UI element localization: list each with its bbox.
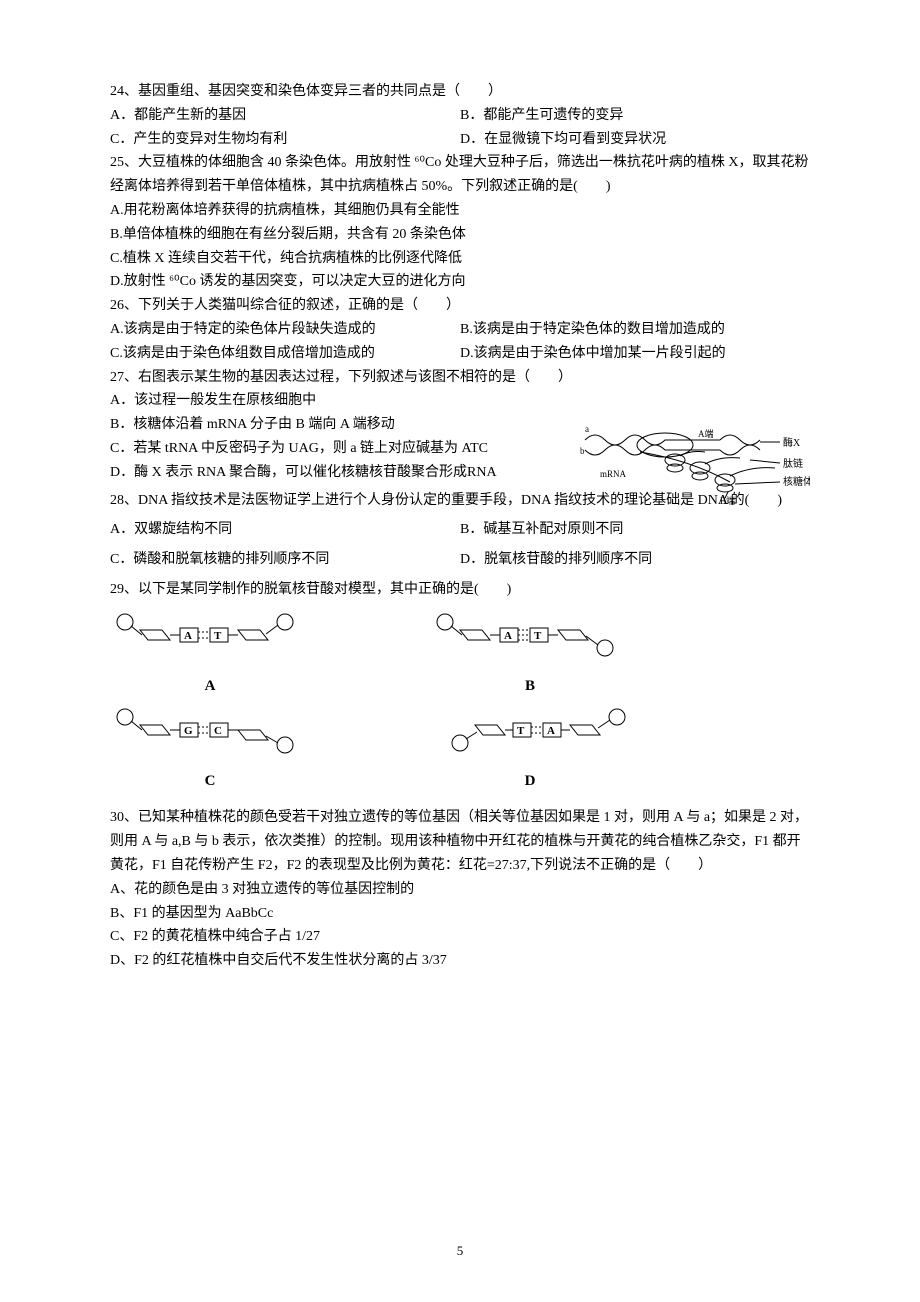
- q28-B: B．碱基互补配对原则不同: [460, 518, 810, 542]
- q26-row2: C.该病是由于染色体组数目成倍增加造成的 D.该病是由于染色体中增加某一片段引起…: [110, 342, 810, 366]
- q25-A: A.用花粉离体培养获得的抗病植株，其细胞仍具有全能性: [110, 199, 810, 223]
- svg-text:A: A: [184, 630, 192, 642]
- q25-C: C.植株 X 连续自交若干代，纯合抗病植株的比例逐代降低: [110, 247, 810, 271]
- q24-B: B．都能产生可遗传的变异: [460, 104, 810, 128]
- q27-stem: 27、右图表示某生物的基因表达过程，下列叙述与该图不相符的是（ ）: [110, 366, 810, 390]
- svg-text:T: T: [534, 630, 542, 642]
- q30-A: A、花的颜色是由 3 对独立遗传的等位基因控制的: [110, 878, 810, 902]
- nucleotide-pair-icon: A T: [110, 610, 310, 665]
- svg-text:T: T: [517, 725, 525, 737]
- q28-row1: A．双螺旋结构不同 B．碱基互补配对原则不同: [110, 518, 810, 542]
- q26-stem: 26、下列关于人类猫叫综合征的叙述，正确的是（ ）: [110, 294, 810, 318]
- q28-A: A．双螺旋结构不同: [110, 518, 460, 542]
- q30-D: D、F2 的红花植株中自交后代不发生性状分离的占 3/37: [110, 949, 810, 973]
- label-peptide: 肽链: [783, 457, 803, 470]
- q27-diagram: a b A端 酶X mRNA 肽链 核: [580, 422, 810, 512]
- q30-B: B、F1 的基因型为 AaBbCc: [110, 902, 810, 926]
- q30-C: C、F2 的黄花植株中纯合子占 1/27: [110, 925, 810, 949]
- svg-text:A: A: [504, 630, 512, 642]
- q29-item-D: T A D: [430, 705, 630, 794]
- q30-stem: 30、已知某种植株花的颜色受若干对独立遗传的等位基因（相关等位基因如果是 1 对…: [110, 806, 810, 877]
- q29-item-A: A T A: [110, 610, 310, 699]
- label-ribosome: 核糖体: [783, 475, 810, 488]
- q24-stem: 24、基因重组、基因突变和染色体变异三者的共同点是（ ）: [110, 80, 810, 104]
- q29-item-B: A T B: [430, 610, 630, 699]
- q26-C: C.该病是由于染色体组数目成倍增加造成的: [110, 342, 460, 366]
- q25-stem: 25、大豆植株的体细胞含 40 条染色体。用放射性 ⁶⁰Co 处理大豆种子后，筛…: [110, 151, 810, 199]
- q29-stem: 29、以下是某同学制作的脱氧核苷酸对模型，其中正确的是( ): [110, 578, 810, 602]
- q28-D: D．脱氧核苷酸的排列顺序不同: [460, 548, 810, 572]
- nucleotide-pair-icon: T A: [430, 705, 630, 760]
- label-Aend: A端: [698, 428, 714, 439]
- label-enzymeX: 酶X: [783, 436, 801, 449]
- label-mRNA: mRNA: [600, 469, 627, 479]
- q29-item-C: G C C: [110, 705, 310, 794]
- svg-text:A: A: [547, 725, 555, 737]
- nucleotide-pair-icon: A T: [430, 610, 630, 665]
- q24-row2: C．产生的变异对生物均有利 D．在显微镜下均可看到变异状况: [110, 128, 810, 152]
- page-number: 5: [0, 1240, 920, 1262]
- q26-A: A.该病是由于特定的染色体片段缺失造成的: [110, 318, 460, 342]
- label-Bend: B端: [720, 495, 735, 506]
- q26-B: B.该病是由于特定染色体的数目增加造成的: [460, 318, 810, 342]
- q24-D: D．在显微镜下均可看到变异状况: [460, 128, 810, 152]
- q24-C: C．产生的变异对生物均有利: [110, 128, 460, 152]
- svg-text:T: T: [214, 630, 222, 642]
- label-a: a: [585, 424, 589, 434]
- q27-A: A．该过程一般发生在原核细胞中: [110, 389, 810, 413]
- q25-D: D.放射性 ⁶⁰Co 诱发的基因突变，可以决定大豆的进化方向: [110, 270, 810, 294]
- q25-B: B.单倍体植株的细胞在有丝分裂后期，共含有 20 条染色体: [110, 223, 810, 247]
- q26-D: D.该病是由于染色体中增加某一片段引起的: [460, 342, 810, 366]
- q29-diagrams: A T A A: [110, 610, 810, 795]
- q24-row1: A．都能产生新的基因 B．都能产生可遗传的变异: [110, 104, 810, 128]
- label-b: b: [580, 446, 585, 456]
- q24-A: A．都能产生新的基因: [110, 104, 460, 128]
- svg-text:G: G: [184, 725, 193, 737]
- nucleotide-pair-icon: G C: [110, 705, 310, 760]
- q28-row2: C．磷酸和脱氧核糖的排列顺序不同 D．脱氧核苷酸的排列顺序不同: [110, 548, 810, 572]
- q26-row1: A.该病是由于特定的染色体片段缺失造成的 B.该病是由于特定染色体的数目增加造成…: [110, 318, 810, 342]
- q28-C: C．磷酸和脱氧核糖的排列顺序不同: [110, 548, 460, 572]
- svg-text:C: C: [214, 725, 222, 737]
